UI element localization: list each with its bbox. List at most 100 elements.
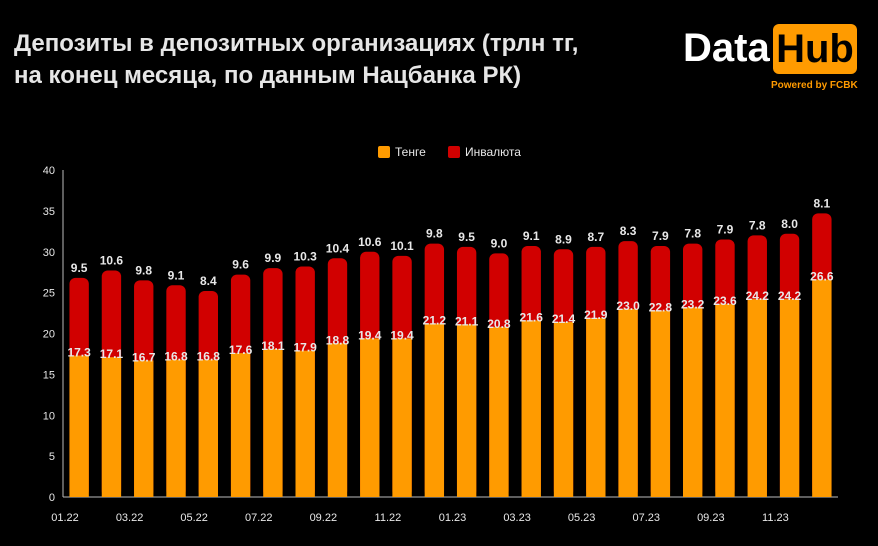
legend-label-0: Тенге (395, 145, 426, 159)
data-label-tenge: 18.1 (261, 339, 285, 353)
data-label-tenge: 16.7 (132, 350, 156, 364)
data-label-tenge: 23.6 (713, 294, 737, 308)
chart-title: Депозиты в депозитных организациях (трлн… (14, 28, 634, 92)
bar-tenge (198, 359, 218, 497)
legend-swatch-1 (448, 146, 460, 158)
bar-tenge (69, 355, 89, 497)
data-label-tenge: 21.2 (423, 314, 447, 328)
data-label-fx: 8.4 (200, 274, 217, 288)
data-label-tenge: 26.6 (810, 270, 834, 284)
legend-label-1: Инвалюта (465, 145, 521, 159)
logo-powered-text: Powered by FCBK (771, 80, 858, 91)
data-label-fx: 8.9 (555, 232, 572, 246)
data-label-fx: 7.9 (717, 222, 734, 236)
data-label-tenge: 22.8 (649, 301, 673, 315)
datahub-logo: Data Hub Powered by FCBK (683, 22, 863, 102)
data-label-fx: 7.8 (684, 227, 701, 241)
x-tick-label: 07.23 (632, 512, 660, 524)
x-tick-label: 05.23 (568, 512, 596, 524)
bar-tenge (586, 317, 606, 497)
data-label-fx: 10.6 (100, 254, 124, 268)
bar-tenge (779, 299, 800, 497)
bar-tenge (360, 338, 380, 497)
title-line-1: Депозиты в депозитных организациях (трлн… (14, 30, 579, 57)
bar-tenge (553, 322, 574, 497)
data-label-tenge: 23.0 (616, 299, 640, 313)
y-tick-label: 25 (43, 288, 55, 300)
bar-tenge (134, 360, 154, 497)
data-label-fx: 9.6 (232, 258, 249, 272)
bar-tenge (295, 350, 315, 497)
bar-tenge (650, 310, 671, 497)
y-tick-label: 40 (43, 165, 55, 177)
y-tick-label: 15 (43, 369, 55, 381)
data-label-tenge: 16.8 (164, 350, 188, 364)
data-label-tenge: 19.4 (358, 328, 382, 342)
bar-tenge (747, 299, 767, 497)
x-tick-label: 11.22 (375, 512, 402, 524)
x-tick-label: 03.22 (116, 512, 144, 524)
data-label-fx: 9.9 (265, 251, 282, 265)
bar-tenge (101, 357, 122, 497)
data-label-tenge: 16.8 (197, 350, 221, 364)
data-label-fx: 9.1 (168, 268, 185, 282)
data-label-fx: 10.1 (390, 239, 414, 253)
data-label-tenge: 18.8 (326, 333, 350, 347)
data-label-fx: 7.9 (652, 229, 669, 243)
bar-tenge (327, 343, 348, 497)
data-label-fx: 9.1 (523, 229, 540, 243)
x-tick-label: 05.22 (180, 512, 208, 524)
y-tick-label: 0 (49, 492, 55, 504)
title-line-2: на конец месяца, по данным Нацбанка РК) (14, 62, 522, 89)
logo-data-text: Data (683, 26, 770, 70)
data-label-tenge: 17.6 (229, 343, 253, 357)
x-tick-label: 09.22 (310, 512, 338, 524)
data-label-tenge: 21.9 (584, 308, 608, 322)
data-label-fx: 9.5 (71, 261, 88, 275)
x-tick-label: 07.22 (245, 512, 273, 524)
data-label-fx: 9.8 (426, 227, 443, 241)
data-label-tenge: 17.9 (294, 341, 318, 355)
data-label-tenge: 19.4 (390, 328, 414, 342)
bar-tenge (230, 353, 251, 497)
bar-tenge (263, 349, 283, 497)
data-label-tenge: 17.3 (67, 346, 91, 360)
x-tick-label: 11.23 (762, 512, 789, 524)
bar-tenge (715, 304, 735, 497)
data-label-tenge: 17.1 (100, 347, 124, 361)
bar-tenge (424, 323, 445, 497)
bar-tenge (683, 307, 703, 497)
data-label-fx: 9.5 (458, 230, 475, 244)
data-label-fx: 7.8 (749, 218, 766, 232)
x-tick-label: 01.22 (51, 512, 79, 524)
y-tick-label: 35 (43, 206, 55, 218)
data-label-fx: 8.7 (587, 230, 604, 244)
data-label-fx: 10.6 (358, 235, 382, 249)
y-tick-label: 20 (43, 329, 55, 341)
data-label-tenge: 24.2 (746, 289, 770, 303)
legend-swatch-0 (378, 146, 390, 158)
logo-hub-text: Hub (773, 24, 857, 74)
y-tick-label: 5 (49, 451, 55, 463)
data-label-tenge: 21.1 (455, 315, 479, 329)
data-label-fx: 8.3 (620, 224, 637, 238)
y-tick-label: 30 (43, 247, 55, 259)
bar-tenge (166, 359, 186, 497)
data-label-fx: 9.0 (491, 236, 508, 250)
data-label-fx: 8.1 (814, 196, 831, 210)
data-label-tenge: 21.6 (520, 310, 544, 324)
y-tick-label: 10 (43, 410, 55, 422)
data-label-fx: 10.4 (326, 241, 350, 255)
bar-tenge (489, 326, 509, 497)
data-label-fx: 10.3 (294, 249, 318, 263)
bar-tenge (456, 324, 477, 497)
data-label-tenge: 20.8 (487, 317, 511, 331)
x-tick-label: 03.23 (503, 512, 531, 524)
bar-tenge (392, 338, 412, 497)
data-label-tenge: 21.4 (552, 312, 576, 326)
bar-tenge (521, 320, 541, 497)
data-label-tenge: 24.2 (778, 289, 802, 303)
data-label-fx: 9.8 (135, 263, 152, 277)
data-label-fx: 8.0 (781, 217, 798, 231)
